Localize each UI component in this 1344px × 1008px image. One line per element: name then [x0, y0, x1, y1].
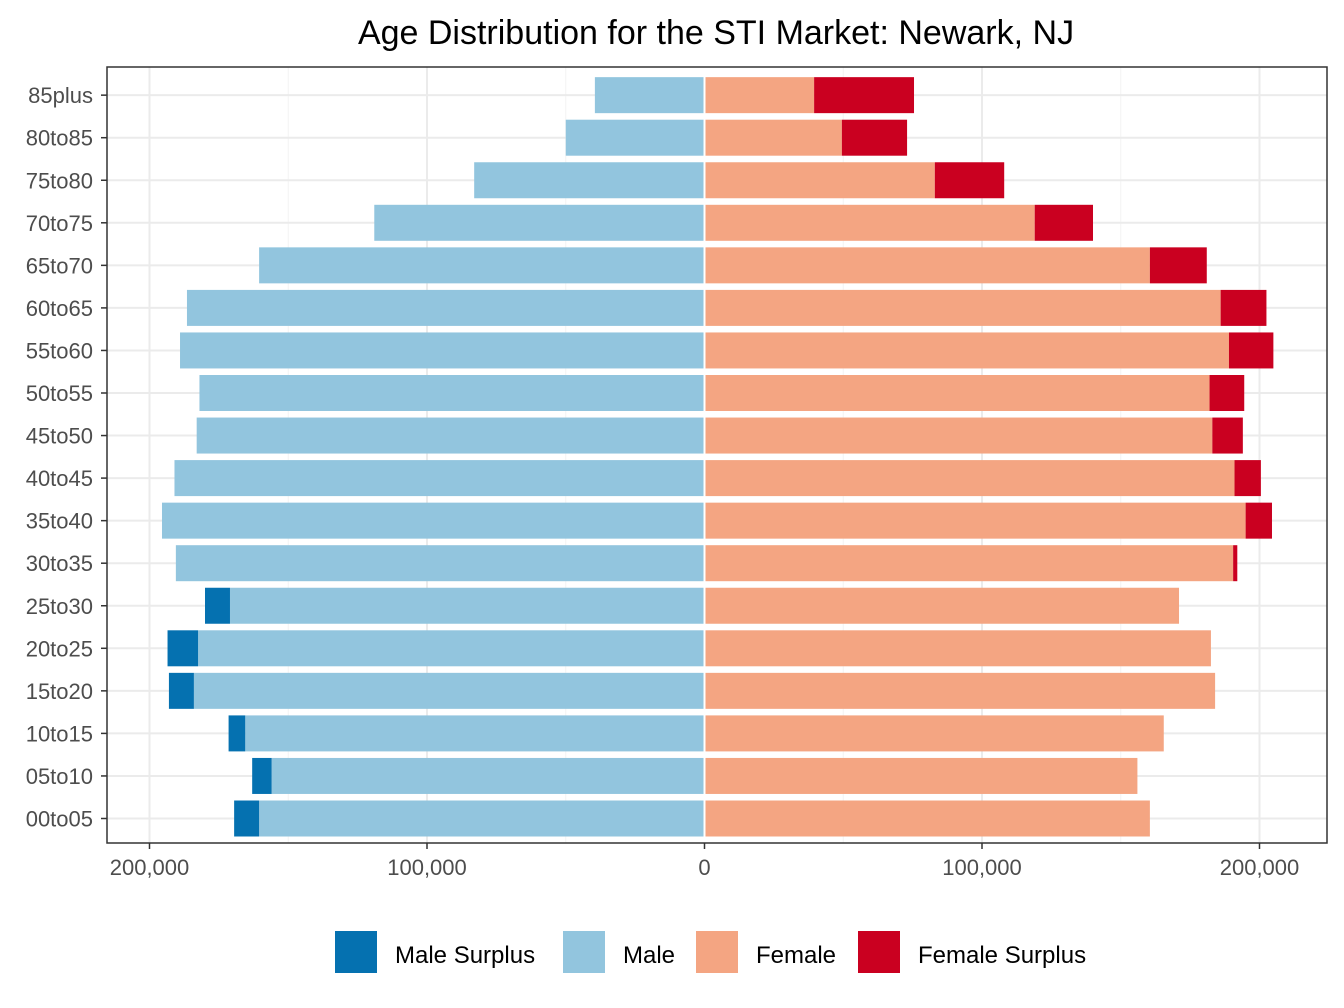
bar-male-surplus-00to05	[234, 800, 260, 837]
bar-female-surplus-75to80	[934, 162, 1005, 199]
axis-layer: 00to05 05to10 10to15 15to20 20to25 25to30 30to…	[26, 83, 1300, 880]
bar-female-surplus-50to55	[1209, 375, 1245, 411]
bar-male-60to65	[186, 289, 705, 326]
y-tick-label: 50to55	[26, 381, 93, 406]
bar-female-05to10	[704, 757, 1138, 794]
bar-female-50to55	[704, 375, 1210, 411]
bar-female-55to60	[704, 332, 1229, 369]
bar-female-surplus-60to65	[1220, 289, 1267, 326]
y-tick-label: 60to65	[26, 296, 93, 321]
bar-female-75to80	[704, 162, 935, 199]
bar-female-surplus-80to85	[841, 119, 908, 156]
bar-male-surplus-10to15	[228, 715, 246, 752]
bar-female-15to20	[704, 672, 1216, 709]
x-tick-label: 100,000	[942, 855, 1022, 880]
bar-female-surplus-45to50	[1212, 417, 1243, 454]
bar-female-80to85	[704, 119, 842, 156]
bar-male-35to40	[161, 502, 705, 539]
y-tick-label: 25to30	[26, 594, 93, 619]
legend-item: Male	[563, 931, 675, 973]
legend-label: Female	[756, 942, 836, 969]
bar-male-65to70	[259, 247, 705, 284]
legend-key	[563, 931, 605, 973]
bar-male-surplus-25to30	[205, 587, 230, 624]
legend-key	[696, 931, 738, 973]
legend-item: Female	[696, 931, 836, 973]
bar-male-surplus-15to20	[168, 672, 194, 709]
bar-male-85plus	[594, 77, 705, 114]
bar-female-surplus-30to35	[1233, 545, 1238, 582]
bar-male-surplus-20to25	[167, 630, 199, 667]
bar-female-20to25	[704, 630, 1211, 667]
bar-female-70to75	[704, 204, 1035, 241]
bar-male-55to60	[180, 332, 705, 369]
x-tick-label: 200,000	[110, 855, 190, 880]
bar-male-15to20	[193, 672, 705, 709]
bar-female-25to30	[704, 587, 1180, 624]
legend: Male Surplus Male Female Female Surplus	[335, 931, 1086, 973]
y-tick-label: 55to60	[26, 338, 93, 363]
y-tick-label: 40to45	[26, 466, 93, 491]
bar-female-surplus-65to70	[1149, 247, 1207, 284]
bar-layer	[161, 67, 1274, 843]
y-tick-label: 80to85	[26, 126, 93, 151]
bar-male-surplus-05to10	[252, 757, 272, 794]
y-tick-label: 10to15	[26, 721, 93, 746]
bar-female-surplus-55to60	[1228, 332, 1274, 369]
y-tick-label: 35to40	[26, 509, 93, 534]
bar-male-45to50	[196, 417, 705, 454]
y-tick-label: 75to80	[26, 168, 93, 193]
legend-key	[858, 931, 900, 973]
y-tick-label: 30to35	[26, 551, 93, 576]
legend-label: Male Surplus	[395, 942, 535, 969]
bar-male-80to85	[565, 119, 705, 156]
bar-male-25to30	[229, 587, 705, 624]
plot-panel-border	[106, 66, 1328, 844]
bar-female-surplus-35to40	[1245, 502, 1272, 539]
x-tick-label: 200,000	[1220, 855, 1300, 880]
y-tick-label: 05to10	[26, 764, 93, 789]
y-tick-label: 70to75	[26, 211, 93, 236]
y-tick-label: 15to20	[26, 679, 93, 704]
bar-female-surplus-70to75	[1034, 204, 1093, 241]
bar-male-30to35	[175, 545, 705, 582]
bar-female-10to15	[704, 715, 1164, 752]
x-tick-label: 0	[698, 855, 710, 880]
bar-female-surplus-85plus	[814, 77, 915, 114]
legend-label: Male	[623, 942, 675, 969]
legend-item: Female Surplus	[858, 931, 1086, 973]
bar-female-00to05	[704, 800, 1150, 837]
y-tick-label: 00to05	[26, 807, 93, 832]
bar-male-10to15	[245, 715, 705, 752]
legend-key	[335, 931, 377, 973]
legend-label: Female Surplus	[918, 942, 1086, 969]
bar-female-60to65	[704, 289, 1221, 326]
bar-female-85plus	[704, 77, 815, 114]
y-tick-label: 65to70	[26, 253, 93, 278]
bar-male-50to55	[199, 375, 705, 411]
bar-female-35to40	[704, 502, 1246, 539]
x-tick-label: 100,000	[387, 855, 467, 880]
bar-female-65to70	[704, 247, 1150, 284]
bar-female-40to45	[704, 460, 1235, 497]
y-tick-label: 45to50	[26, 424, 93, 449]
bar-male-05to10	[271, 757, 705, 794]
bar-male-70to75	[374, 204, 705, 241]
bar-female-surplus-40to45	[1234, 460, 1261, 497]
y-tick-label: 85plus	[28, 83, 93, 108]
bar-male-40to45	[174, 460, 705, 497]
bar-female-30to35	[704, 545, 1234, 582]
bar-male-20to25	[198, 630, 705, 667]
legend-item: Male Surplus	[335, 931, 535, 973]
y-tick-label: 20to25	[26, 636, 93, 661]
bar-male-00to05	[259, 800, 705, 837]
chart-title: Age Distribution for the STI Market: New…	[358, 14, 1074, 52]
bar-female-45to50	[704, 417, 1213, 454]
bar-male-75to80	[474, 162, 705, 199]
